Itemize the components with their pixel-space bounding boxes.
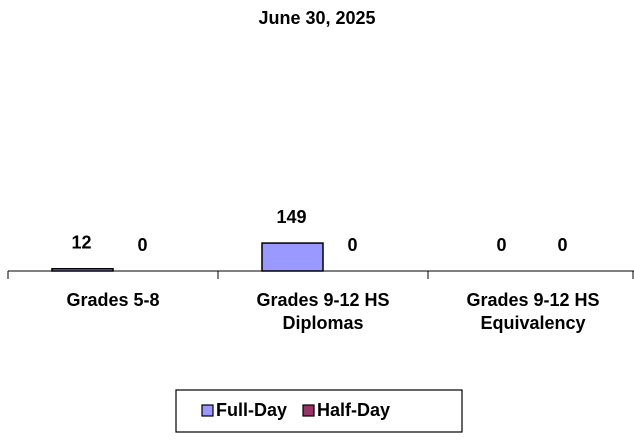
value-label: 149 [276,207,306,227]
legend-label: Full-Day [216,400,287,420]
value-label: 0 [557,235,567,255]
x-tick-label: Grades 9-12 HS Diplomas [256,290,390,333]
legend-label: Half-Day [317,400,390,420]
chart-title: June 30, 2025 [258,8,375,28]
value-label: 12 [71,233,91,253]
value-label: 0 [137,235,147,255]
bar [261,242,324,272]
bar [51,268,114,272]
value-label: 0 [496,235,506,255]
legend-box [175,389,463,433]
legend-swatch [302,404,315,417]
x-tick-label: Grades 5-8 [66,290,160,310]
x-tick-label: Grades 9-12 HS Equivalency [466,290,600,333]
value-label: 0 [347,235,357,255]
legend-swatch [201,404,214,417]
